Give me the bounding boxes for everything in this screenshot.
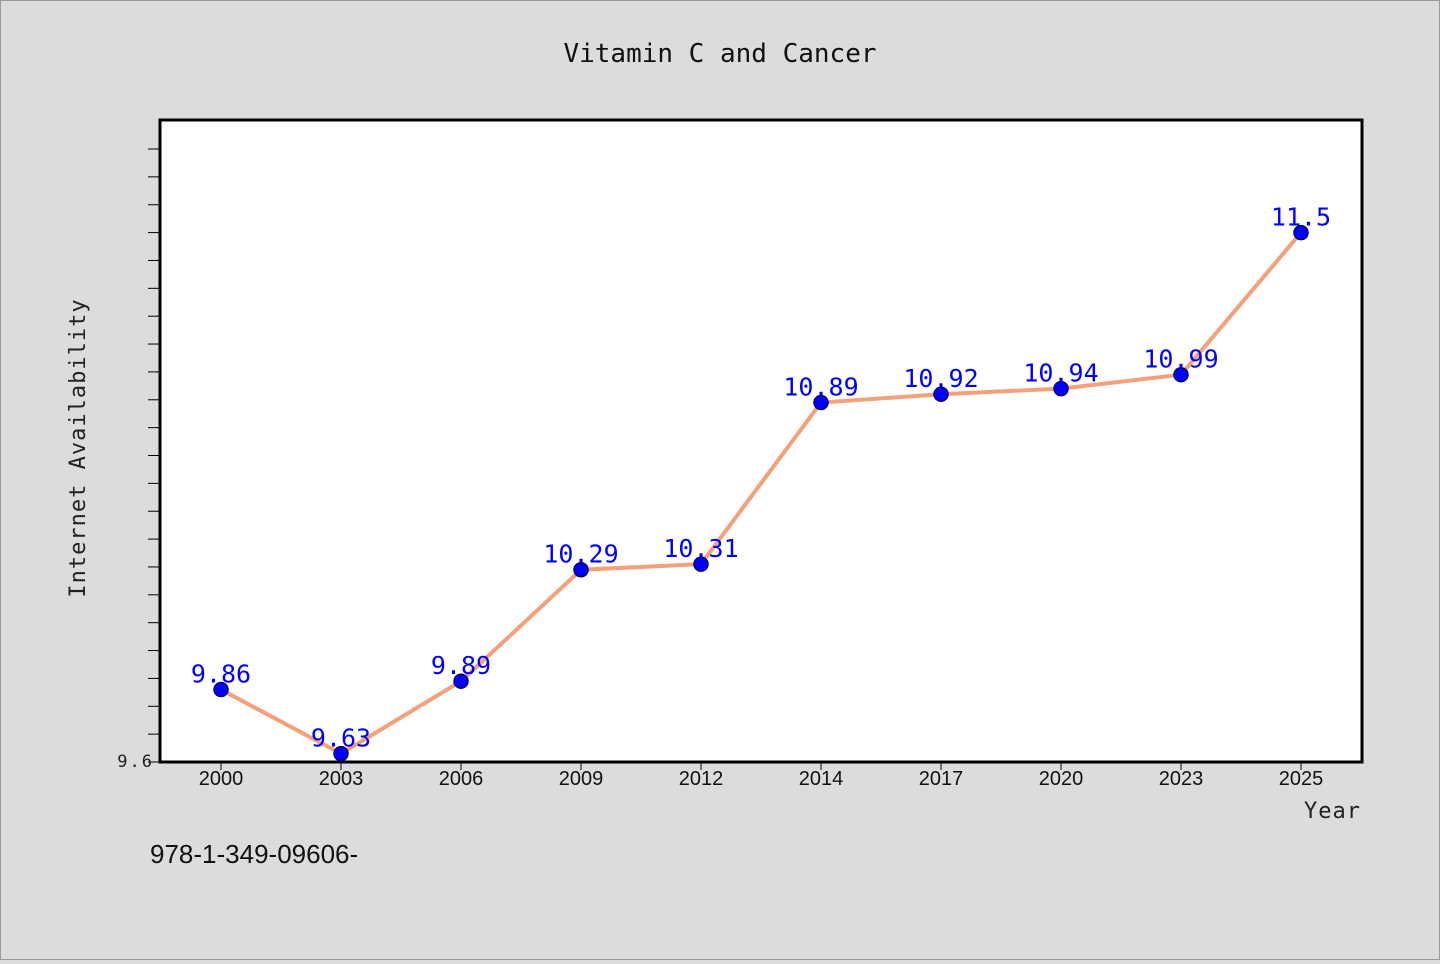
y-axis-label: Internet Availability bbox=[66, 298, 91, 597]
x-tick-label: 2000 bbox=[199, 768, 244, 790]
data-label: 10.92 bbox=[903, 364, 978, 393]
data-point bbox=[213, 681, 229, 698]
data-label: 10.29 bbox=[543, 540, 618, 569]
plot-area bbox=[158, 118, 1364, 764]
data-point bbox=[573, 561, 589, 578]
x-axis-label: Year bbox=[1304, 799, 1361, 824]
data-point bbox=[453, 673, 469, 689]
isbn-text: 978-1-349-09606- bbox=[150, 839, 358, 869]
x-tick-label: 2023 bbox=[1159, 768, 1204, 790]
data-point bbox=[693, 556, 709, 572]
x-tick-label: 2025 bbox=[1279, 768, 1324, 790]
x-tick-label: 2014 bbox=[799, 768, 844, 790]
data-label: 9.89 bbox=[431, 651, 491, 680]
data-point bbox=[813, 394, 829, 411]
data-label: 9.63 bbox=[311, 724, 371, 753]
data-labels: 9.86 9.63 9.89 10.29 10.31 10.89 10.92 10.94 10.… bbox=[191, 203, 1331, 753]
data-point bbox=[1173, 366, 1189, 383]
data-label: 10.89 bbox=[783, 373, 858, 402]
data-points bbox=[213, 224, 1309, 762]
x-tick-label: 2017 bbox=[919, 768, 964, 790]
data-label: 10.94 bbox=[1023, 359, 1098, 388]
x-tick-label: 2006 bbox=[439, 768, 484, 790]
chart-title: Vitamin C and Cancer bbox=[563, 39, 876, 69]
data-point bbox=[1293, 224, 1309, 241]
data-label: 10.31 bbox=[663, 534, 738, 563]
x-axis-ticks: 2000 2003 2006 2009 2012 2014 2017 2020 2023 2025 bbox=[199, 762, 1324, 790]
data-label: 9.86 bbox=[191, 660, 251, 689]
x-tick-label: 2012 bbox=[679, 768, 724, 790]
data-label: 10.99 bbox=[1143, 345, 1218, 374]
series-line bbox=[220, 231, 1303, 756]
x-tick-label: 2009 bbox=[559, 768, 604, 790]
x-tick-label: 2020 bbox=[1039, 768, 1084, 790]
y-axis-ticks bbox=[148, 148, 160, 763]
data-point bbox=[333, 745, 349, 762]
x-tick-label: 2003 bbox=[319, 768, 364, 790]
data-point bbox=[933, 386, 949, 402]
y-tick-label-min: 9.6 bbox=[117, 752, 154, 772]
data-label: 11.5 bbox=[1271, 203, 1331, 232]
data-point bbox=[1053, 380, 1069, 397]
